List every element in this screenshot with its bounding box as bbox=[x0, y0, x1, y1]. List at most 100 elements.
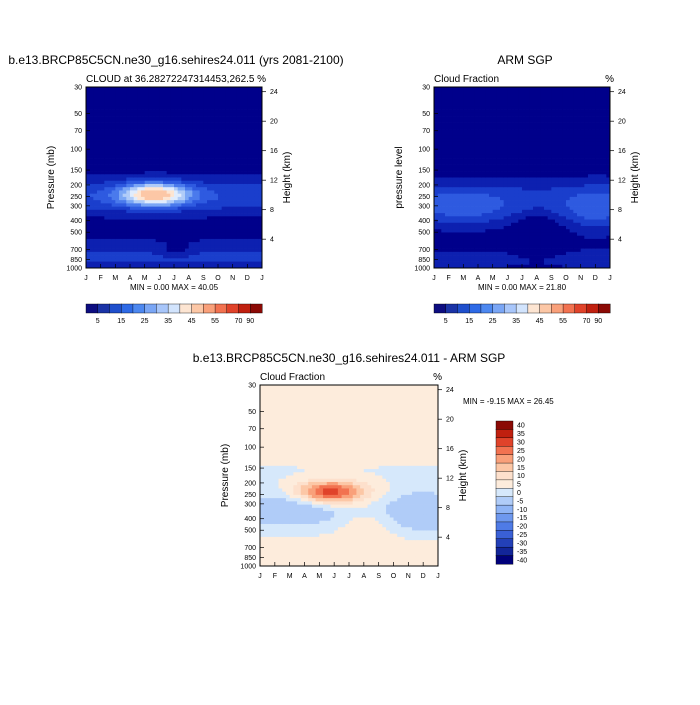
heatmap-cell bbox=[90, 236, 94, 240]
heatmap-cell bbox=[460, 90, 464, 94]
heatmap-cell bbox=[90, 93, 94, 97]
heatmap-cell bbox=[137, 119, 141, 123]
heatmap-cell bbox=[115, 213, 119, 217]
heatmap-cell bbox=[189, 223, 193, 227]
heatmap-cell bbox=[181, 103, 185, 107]
heatmap-cell bbox=[544, 245, 548, 249]
heatmap-cell bbox=[247, 103, 251, 107]
heatmap-cell bbox=[207, 190, 211, 194]
heatmap-cell bbox=[174, 184, 178, 188]
heatmap-cell bbox=[540, 139, 544, 143]
heatmap-cell bbox=[203, 226, 207, 230]
heatmap-cell bbox=[526, 223, 530, 227]
heatmap-cell bbox=[145, 113, 149, 117]
heatmap-cell bbox=[544, 90, 548, 94]
heatmap-cell bbox=[86, 152, 90, 156]
heatmap-cell bbox=[441, 220, 445, 224]
heatmap-cell bbox=[233, 255, 237, 259]
heatmap-cell bbox=[467, 226, 471, 230]
heatmap-cell bbox=[255, 229, 259, 233]
heatmap-cell bbox=[185, 116, 189, 120]
heatmap-cell bbox=[507, 165, 511, 169]
heatmap-cell bbox=[145, 190, 149, 194]
heatmap-cell bbox=[555, 100, 559, 104]
heatmap-cell bbox=[445, 187, 449, 191]
heatmap-cell bbox=[478, 178, 482, 182]
heatmap-cell bbox=[211, 187, 215, 191]
heatmap-cell bbox=[200, 135, 204, 139]
heatmap-cell bbox=[456, 142, 460, 146]
heatmap-cell bbox=[101, 119, 105, 123]
heatmap-cell bbox=[181, 229, 185, 233]
heatmap-cell bbox=[577, 119, 581, 123]
heatmap-cell bbox=[460, 194, 464, 198]
heatmap-cell bbox=[112, 216, 116, 220]
heatmap-cell bbox=[134, 116, 138, 120]
heatmap-cell bbox=[152, 203, 156, 207]
heatmap-cell bbox=[504, 142, 508, 146]
heatmap-cell bbox=[167, 194, 171, 198]
heatmap-cell bbox=[474, 226, 478, 230]
heatmap-cell bbox=[123, 110, 127, 114]
heatmap-cell bbox=[185, 123, 189, 127]
heatmap-cell bbox=[207, 200, 211, 204]
heatmap-cell bbox=[152, 132, 156, 136]
heatmap-cell bbox=[555, 148, 559, 152]
heatmap-cell bbox=[452, 223, 456, 227]
heatmap-cell bbox=[555, 103, 559, 107]
heatmap-cell bbox=[244, 123, 248, 127]
heatmap-cell bbox=[240, 135, 244, 139]
pressure-tick-label: 300 bbox=[70, 203, 82, 210]
heatmap-cell bbox=[211, 216, 215, 220]
heatmap-cell bbox=[108, 220, 112, 224]
heatmap-cell bbox=[548, 210, 552, 214]
heatmap-cell bbox=[500, 123, 504, 127]
heatmap-cell bbox=[174, 187, 178, 191]
heatmap-cell bbox=[500, 184, 504, 188]
heatmap-cell bbox=[548, 207, 552, 211]
heatmap-cell bbox=[537, 152, 541, 156]
heatmap-cell bbox=[134, 232, 138, 236]
heatmap-cell bbox=[229, 139, 233, 143]
heatmap-cell bbox=[181, 255, 185, 259]
heatmap-cell bbox=[112, 249, 116, 253]
heatmap-cell bbox=[211, 236, 215, 240]
heatmap-cell bbox=[456, 148, 460, 152]
heatmap-cell bbox=[247, 174, 251, 178]
heatmap-cell bbox=[218, 252, 222, 256]
heatmap-cell bbox=[97, 116, 101, 120]
heatmap-cell bbox=[507, 116, 511, 120]
heatmap-cell bbox=[496, 100, 500, 104]
heatmap-cell bbox=[529, 155, 533, 159]
heatmap-cell bbox=[456, 145, 460, 149]
heatmap-cell bbox=[225, 190, 229, 194]
heatmap-cell bbox=[522, 236, 526, 240]
heatmap-cell bbox=[90, 223, 94, 227]
heatmap-cell bbox=[504, 174, 508, 178]
heatmap-cell bbox=[108, 165, 112, 169]
heatmap-cell bbox=[500, 142, 504, 146]
heatmap-cell bbox=[211, 210, 215, 214]
heatmap-cell bbox=[192, 242, 196, 246]
heatmap-cell bbox=[562, 213, 566, 217]
heatmap-cell bbox=[496, 139, 500, 143]
heatmap-cell bbox=[233, 152, 237, 156]
heatmap-cell bbox=[167, 132, 171, 136]
heatmap-cell bbox=[192, 116, 196, 120]
heatmap-cell bbox=[548, 100, 552, 104]
heatmap-cell bbox=[441, 181, 445, 185]
heatmap-cell bbox=[126, 255, 130, 259]
heatmap-cell bbox=[123, 129, 127, 133]
heatmap-cell bbox=[181, 216, 185, 220]
heatmap-cell bbox=[507, 197, 511, 201]
heatmap-cell bbox=[467, 132, 471, 136]
heatmap-cell bbox=[167, 100, 171, 104]
heatmap-cell bbox=[515, 226, 519, 230]
heatmap-cell bbox=[496, 129, 500, 133]
heatmap-cell bbox=[90, 158, 94, 162]
heatmap-cell bbox=[185, 223, 189, 227]
heatmap-cell bbox=[178, 213, 182, 217]
heatmap-cell bbox=[244, 97, 248, 101]
heatmap-cell bbox=[159, 90, 163, 94]
heatmap-cell bbox=[152, 148, 156, 152]
